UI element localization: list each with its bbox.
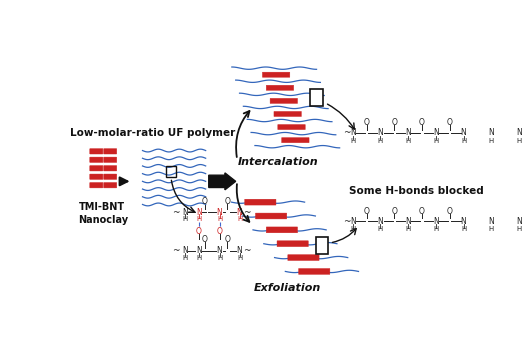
- Text: H: H: [461, 137, 466, 144]
- Text: Some H-bonds blocked: Some H-bonds blocked: [350, 186, 484, 195]
- Text: H: H: [489, 137, 494, 144]
- Text: H: H: [237, 216, 242, 222]
- Text: O: O: [225, 197, 230, 206]
- Text: O: O: [447, 118, 453, 127]
- FancyBboxPatch shape: [270, 98, 297, 103]
- Text: ~: ~: [172, 246, 179, 255]
- FancyBboxPatch shape: [278, 125, 305, 130]
- Text: N: N: [378, 128, 384, 137]
- Text: O: O: [419, 118, 425, 127]
- FancyBboxPatch shape: [104, 174, 117, 179]
- FancyBboxPatch shape: [104, 183, 117, 188]
- FancyBboxPatch shape: [245, 199, 276, 205]
- Text: Intercalation: Intercalation: [238, 157, 318, 167]
- Text: H: H: [517, 137, 522, 144]
- Text: O: O: [364, 118, 370, 127]
- Text: N: N: [433, 217, 439, 226]
- Bar: [167, 166, 176, 177]
- Text: O: O: [392, 207, 397, 216]
- Text: N: N: [516, 128, 522, 137]
- Text: Low-molar-ratio UF polymer: Low-molar-ratio UF polymer: [70, 128, 235, 138]
- FancyBboxPatch shape: [90, 157, 103, 162]
- Text: H: H: [489, 226, 494, 232]
- Text: N: N: [433, 128, 439, 137]
- FancyBboxPatch shape: [104, 165, 117, 171]
- Text: N: N: [217, 208, 222, 217]
- Text: H: H: [461, 226, 466, 232]
- FancyBboxPatch shape: [104, 149, 117, 154]
- Text: N: N: [196, 246, 202, 255]
- Text: N: N: [237, 208, 243, 217]
- FancyBboxPatch shape: [274, 112, 301, 117]
- Text: TMI-BNT
Nanoclay: TMI-BNT Nanoclay: [79, 202, 129, 224]
- Text: O: O: [392, 118, 397, 127]
- Text: N: N: [461, 217, 467, 226]
- Text: O: O: [217, 227, 222, 236]
- FancyBboxPatch shape: [277, 241, 309, 247]
- Text: N: N: [516, 217, 522, 226]
- Text: N: N: [196, 208, 202, 217]
- FancyBboxPatch shape: [90, 174, 103, 179]
- Text: H: H: [182, 254, 187, 261]
- FancyBboxPatch shape: [281, 137, 309, 143]
- Text: O: O: [447, 207, 453, 216]
- Text: N: N: [217, 246, 222, 255]
- FancyBboxPatch shape: [90, 149, 103, 154]
- Text: H: H: [196, 254, 201, 261]
- Text: ~: ~: [343, 217, 350, 226]
- Text: O: O: [364, 207, 370, 216]
- FancyBboxPatch shape: [255, 213, 287, 219]
- FancyBboxPatch shape: [266, 85, 294, 90]
- FancyBboxPatch shape: [266, 227, 297, 233]
- Text: H: H: [433, 226, 438, 232]
- FancyBboxPatch shape: [288, 255, 319, 261]
- Text: O: O: [202, 197, 208, 206]
- Text: N: N: [182, 208, 188, 217]
- Text: O: O: [196, 227, 202, 236]
- FancyBboxPatch shape: [90, 183, 103, 188]
- Text: H: H: [378, 226, 383, 232]
- FancyBboxPatch shape: [262, 72, 290, 77]
- Text: H: H: [350, 137, 355, 144]
- Text: Exfoliation: Exfoliation: [254, 283, 321, 293]
- Text: O: O: [202, 235, 208, 244]
- Text: ~: ~: [172, 208, 179, 217]
- FancyBboxPatch shape: [104, 157, 117, 162]
- Text: N: N: [405, 217, 411, 226]
- Text: N: N: [488, 128, 494, 137]
- Text: H: H: [237, 254, 242, 261]
- Text: H: H: [405, 137, 411, 144]
- Text: H: H: [217, 216, 222, 222]
- Text: H: H: [217, 254, 222, 261]
- Text: O: O: [419, 207, 425, 216]
- Bar: [310, 89, 323, 106]
- Text: N: N: [350, 128, 355, 137]
- Text: O: O: [225, 235, 230, 244]
- Text: H: H: [378, 137, 383, 144]
- Text: ~: ~: [244, 208, 251, 217]
- Text: H: H: [350, 226, 355, 232]
- Text: H: H: [182, 216, 187, 222]
- Text: N: N: [237, 246, 243, 255]
- Text: N: N: [350, 217, 355, 226]
- Text: ~: ~: [244, 246, 251, 255]
- Text: N: N: [488, 217, 494, 226]
- FancyBboxPatch shape: [298, 269, 330, 274]
- Text: H: H: [517, 226, 522, 232]
- Text: H: H: [433, 137, 438, 144]
- Text: N: N: [378, 217, 384, 226]
- FancyBboxPatch shape: [90, 165, 103, 171]
- Text: H: H: [405, 226, 411, 232]
- Text: N: N: [461, 128, 467, 137]
- Text: N: N: [182, 246, 188, 255]
- FancyArrow shape: [209, 173, 236, 190]
- Text: H: H: [196, 216, 201, 222]
- Text: ~: ~: [343, 128, 350, 137]
- Text: N: N: [405, 128, 411, 137]
- Bar: [316, 237, 328, 254]
